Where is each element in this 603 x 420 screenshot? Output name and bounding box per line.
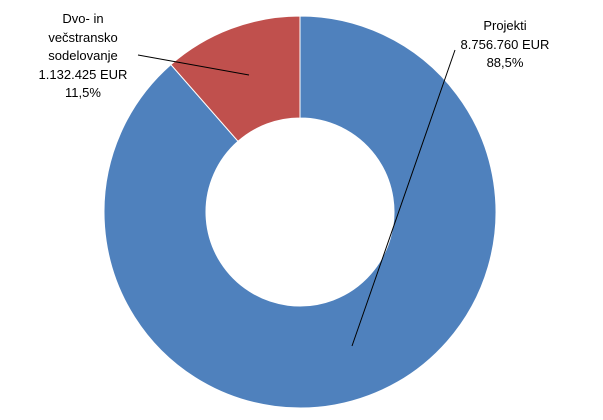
leader-line (137, 54, 250, 76)
percentage-label: 11,5% (65, 85, 101, 100)
category-label: Projekti (483, 18, 527, 33)
donut-slice (103, 15, 497, 409)
donut-slice (170, 15, 301, 143)
data-label: Dvo- in večstransko sodelovanje 1.132.42… (28, 10, 138, 103)
category-label: Dvo- in večstransko sodelovanje (48, 11, 118, 63)
value-label: 1.132.425 EUR (38, 66, 128, 82)
data-label: Projekti 8.756.760 EUR 88,5% (448, 17, 562, 73)
leader-line (351, 49, 456, 347)
percentage-label: 88,5% (486, 55, 524, 70)
value-label: 8.756.760 EUR (460, 36, 550, 52)
slices (103, 15, 497, 409)
